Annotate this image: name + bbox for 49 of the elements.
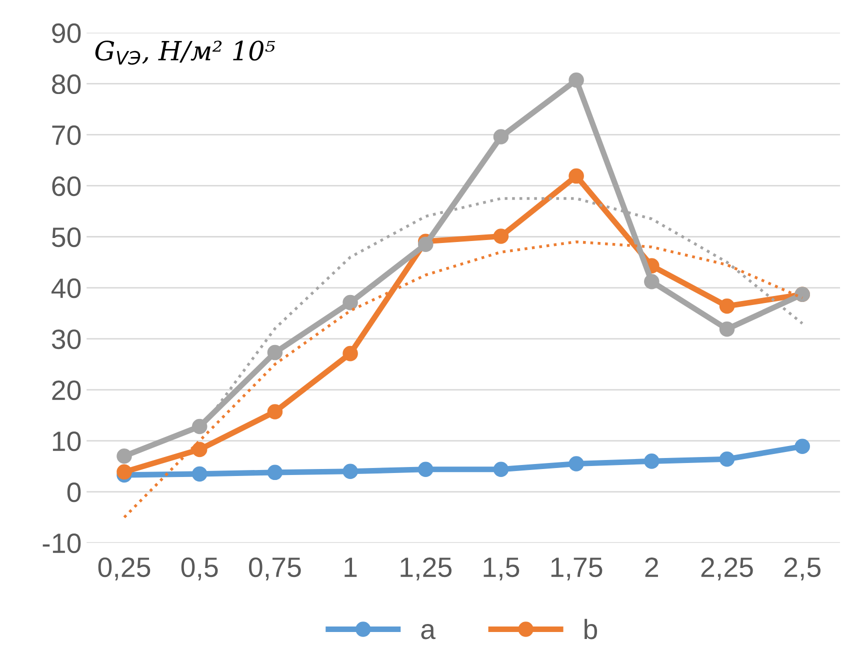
point — [568, 72, 584, 88]
y-tick-label: 40 — [51, 278, 81, 298]
point — [644, 274, 660, 290]
x-tick-label: 0,25 — [98, 557, 150, 580]
point — [342, 294, 358, 310]
y-tick-label: 70 — [52, 125, 81, 146]
x-tick-label: 2,5 — [784, 557, 820, 580]
point — [342, 346, 358, 362]
point — [342, 464, 358, 480]
point — [267, 404, 283, 420]
y-tick-label: 30 — [52, 329, 81, 350]
x-tick-label: 0,75 — [249, 557, 301, 580]
point — [192, 466, 208, 482]
y-axis-title: G$_{VЭ}$, Н/м² 10⁵ — [95, 40, 276, 65]
point — [493, 462, 509, 477]
x-tick-label: 2 — [645, 557, 658, 577]
x-tick-label: 1,25 — [400, 557, 452, 580]
y-tick-label: 20 — [52, 380, 81, 400]
legend-label: b — [584, 618, 598, 640]
y-tick-label: 50 — [52, 227, 81, 248]
point — [116, 464, 132, 480]
point — [418, 236, 434, 252]
point — [719, 452, 735, 467]
point — [418, 462, 434, 477]
x-tick-label: 2,25 — [701, 557, 753, 580]
y-tick-label: 10 — [52, 431, 81, 452]
point — [493, 228, 509, 244]
point — [568, 456, 584, 472]
y-tick-label: -10 — [42, 533, 81, 554]
y-tick-label: 80 — [52, 74, 81, 94]
point — [719, 298, 735, 314]
x-tick-label: 1,75 — [551, 558, 602, 580]
point — [267, 464, 283, 480]
point — [192, 418, 208, 434]
point — [116, 448, 132, 464]
y-tick-label: 90 — [52, 23, 81, 44]
point — [568, 168, 584, 184]
legend-label: a — [421, 624, 436, 640]
point — [493, 129, 509, 144]
x-tick-label: 1,5 — [484, 558, 520, 580]
point — [267, 344, 283, 360]
point — [644, 454, 660, 469]
y-tick-label: 60 — [52, 176, 81, 196]
point — [192, 442, 208, 458]
point — [794, 438, 810, 454]
x-tick-label: 1 — [344, 558, 357, 577]
point — [719, 321, 735, 337]
y-tick-label: 0 — [67, 482, 81, 502]
x-tick-label: 0,5 — [181, 557, 218, 580]
